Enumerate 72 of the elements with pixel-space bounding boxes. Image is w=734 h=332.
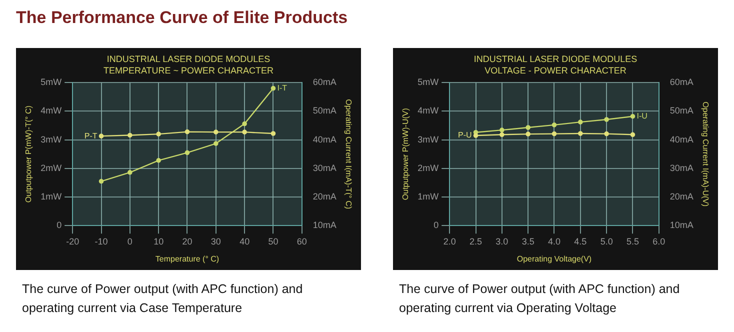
y2-axis-title: Operating Current I(mA)-U(V): [700, 102, 710, 207]
y-tick-label: 5mW: [418, 77, 440, 88]
point: [242, 121, 247, 126]
x-tick-label: 6.0: [652, 236, 666, 246]
y2-tick-label: 60mA: [670, 77, 694, 88]
x-tick-label: 60: [296, 236, 307, 246]
text: The curve of Power output (with APC function) and operating current via Operating Voltage: [399, 281, 681, 317]
y2-tick-label: 50mA: [312, 106, 336, 116]
x-tick-label: 40: [240, 236, 250, 246]
point: [184, 150, 190, 156]
x-tick-label: 2.5: [470, 236, 482, 246]
y2-tick-label: 40mA: [670, 134, 694, 144]
chart-subtitle: VOLTAGE - POWER CHARACTER: [484, 66, 627, 76]
point: [128, 170, 132, 175]
y-tick-label: 0: [434, 220, 439, 230]
x-tick-label: 30: [210, 236, 221, 246]
y-tick-label: 5mW: [40, 77, 62, 88]
y-tick-label: 1mW: [418, 191, 440, 202]
y-tick-label: 2mW: [418, 162, 440, 173]
point: [156, 158, 161, 163]
x-tick-label: 5.0: [600, 236, 613, 246]
x-tick-label: -10: [94, 236, 108, 246]
point: [526, 125, 530, 130]
x-axis-title: Temperature (° C): [155, 254, 220, 264]
point: [500, 128, 504, 132]
x-tick-label: 4.0: [548, 236, 560, 246]
point: [214, 141, 218, 146]
x-tick-label: 5.5: [626, 236, 639, 246]
point: [98, 178, 104, 184]
series-label: P-T: [84, 131, 98, 140]
y2-tick-label: 10mA: [312, 220, 336, 230]
y-tick-label: 3mW: [40, 134, 62, 144]
y2-tick-label: 30mA: [670, 162, 694, 173]
y-tick-label: 1mW: [40, 191, 62, 202]
series-label: P-U: [458, 130, 472, 140]
y-tick-label: 0: [56, 220, 62, 230]
y2-tick-label: 60mA: [312, 77, 336, 88]
series-label: I-T: [277, 84, 288, 93]
y2-tick-label: 40mA: [312, 134, 336, 144]
y-tick-label: 4mW: [40, 106, 62, 116]
point: [270, 86, 276, 91]
point: [630, 114, 636, 119]
x-tick-label: 50: [268, 236, 278, 246]
chart-title: INDUSTRIAL LASER DIODE MODULES: [474, 54, 638, 64]
text: The Performance Curve of Elite Products: [16, 8, 348, 28]
x-tick-label: 3.0: [496, 236, 508, 246]
series-label: I-U: [636, 112, 648, 121]
y2-tick-label: 20mA: [670, 191, 694, 202]
x-axis-title: Operating Voltage(V): [516, 254, 592, 264]
y2-tick-label: 30mA: [312, 162, 336, 173]
y-tick-label: 4mW: [418, 106, 440, 116]
y2-tick-label: 20mA: [312, 191, 336, 202]
point: [604, 117, 609, 122]
x-tick-label: 2.0: [443, 236, 456, 246]
chart-subtitle: TEMPERATURE ~ POWER CHARACTER: [103, 66, 274, 76]
y-axis-title: Outputpower P(mW)-U(V): [401, 108, 410, 200]
y2-tick-label: 50mA: [670, 106, 694, 116]
x-tick-label: 10: [154, 236, 164, 246]
x-tick-label: 20: [182, 236, 192, 246]
chart-title: INDUSTRIAL LASER DIODE MODULES: [106, 54, 270, 64]
point: [578, 120, 583, 124]
y-tick-label: 3mW: [418, 134, 440, 144]
y-tick-label: 2mW: [40, 162, 62, 173]
x-tick-label: 0: [127, 236, 132, 246]
x-tick-label: -20: [66, 236, 80, 246]
point: [552, 122, 557, 128]
x-tick-label: 4.5: [574, 236, 587, 246]
y2-tick-label: 10mA: [670, 220, 694, 230]
x-tick-label: 3.5: [522, 236, 534, 246]
text: The curve of Power output (with APC function) and operating current via Case Temperature: [22, 281, 304, 317]
y-axis-title: Outputpower P(mW)-T(° C): [24, 105, 34, 203]
y2-axis-title: Operating Current I(mA)-T(° C): [344, 99, 353, 210]
